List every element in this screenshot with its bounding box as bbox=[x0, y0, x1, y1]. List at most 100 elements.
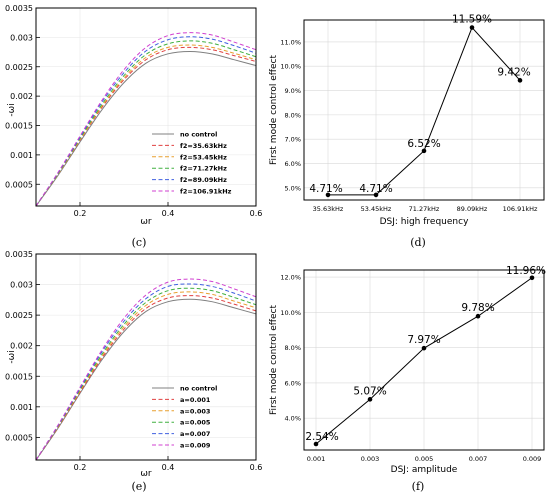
chart-d-ytick-label: 5.0% bbox=[284, 184, 301, 192]
panel-label-f: (f) bbox=[412, 480, 425, 493]
chart-f-xtick-label: 0.001 bbox=[307, 455, 326, 463]
chart-d-data-point bbox=[469, 25, 475, 30]
chart-e-legend-label-3: a=0.005 bbox=[180, 419, 211, 427]
chart-e-series-line-0 bbox=[35, 298, 257, 461]
chart-e-x-axis-title: ωr bbox=[140, 469, 152, 479]
chart-c-xtick-label: 0.6 bbox=[250, 209, 263, 218]
panel-label-c: (c) bbox=[132, 236, 147, 249]
chart-d-xtick-label: 35.63kHz bbox=[313, 205, 344, 213]
chart-e-legend-label-0: no control bbox=[180, 385, 217, 393]
chart-d-xtick-label: 53.45kHz bbox=[361, 205, 392, 213]
chart-f-ytick-label: 10.0% bbox=[280, 309, 301, 317]
chart-f-data-point bbox=[421, 345, 427, 351]
chart-d-ytick-label: 9.0% bbox=[284, 87, 301, 95]
chart-e-series-line-3 bbox=[35, 287, 257, 461]
chart-c-legend-label-5: f2=106.91kHz bbox=[180, 188, 232, 196]
chart-e-legend: no control a=0.001 a=0.003 a=0.005 a=0.007 a=… bbox=[152, 385, 217, 450]
chart-d-data-label: 9.42% bbox=[497, 66, 530, 78]
chart-d-data-label: 4.71% bbox=[359, 183, 392, 195]
chart-d-plot-frame bbox=[303, 19, 545, 201]
chart-d-ytick-label: 11.0% bbox=[280, 38, 301, 46]
chart-e-ytick-label: 0.001 bbox=[10, 403, 33, 412]
chart-c-x-axis-title: ωr bbox=[140, 217, 152, 227]
chart-f-data-label: 5.07% bbox=[353, 385, 386, 397]
chart-d-x-axis-title: DSJ: high frequency bbox=[380, 217, 469, 227]
chart-c-xtick-label: 0.4 bbox=[162, 209, 175, 218]
chart-e-ytick-label: 0.0005 bbox=[5, 433, 33, 442]
chart-d-ytick-label: 7.0% bbox=[284, 136, 301, 144]
panel-label-d: (d) bbox=[410, 236, 426, 249]
chart-c-ytick-label: 0.0025 bbox=[5, 63, 33, 72]
chart-c-y-axis-title: -ωi bbox=[7, 103, 17, 116]
chart-e-legend-label-2: a=0.003 bbox=[180, 407, 210, 415]
chart-c-ytick-label: 0.002 bbox=[10, 92, 33, 101]
chart-e-xtick-label: 0.4 bbox=[162, 463, 175, 472]
chart-e-plot-frame bbox=[35, 253, 257, 461]
chart-f-y-axis-title: First mode control effect bbox=[269, 305, 279, 415]
chart-d-ytick-label: 6.0% bbox=[284, 160, 301, 168]
chart-f-data-label: 7.97% bbox=[407, 334, 440, 346]
chart-c-series-line-2 bbox=[35, 44, 257, 207]
chart-c-ytick-label: 0.0015 bbox=[5, 122, 33, 131]
chart-f-plot-frame bbox=[303, 269, 545, 451]
chart-f-ytick-label: 4.0% bbox=[284, 415, 301, 423]
chart-e-y-axis-title: -ωi bbox=[7, 350, 17, 363]
chart-d-data-point bbox=[373, 192, 379, 198]
chart-f: 2.54% 5.07% 7.97% 9.78% 11.96% 4.0% 6.0% 8.0% 1… bbox=[269, 265, 546, 475]
chart-c-series-line-4 bbox=[35, 36, 257, 207]
chart-f-xtick-label: 0.009 bbox=[523, 455, 542, 463]
panel-label-e: (e) bbox=[131, 480, 146, 493]
chart-f-xtick-label: 0.007 bbox=[469, 455, 488, 463]
chart-e-xtick-label: 0.2 bbox=[74, 463, 87, 472]
chart-d-ytick-label: 8.0% bbox=[284, 111, 301, 119]
chart-f-data-point bbox=[529, 275, 535, 281]
chart-c-legend: no control f2=35.63kHz f2=53.45kHz f2=71.27… bbox=[152, 131, 232, 196]
chart-e-series-line-1 bbox=[35, 295, 257, 461]
chart-d-xtick-label: 89.09kHz bbox=[457, 205, 488, 213]
chart-d-xtick-label: 71.27kHz bbox=[409, 205, 440, 213]
chart-d-data-point bbox=[325, 192, 331, 198]
chart-e-legend-label-5: a=0.009 bbox=[180, 442, 211, 450]
chart-d-data-point bbox=[517, 78, 523, 83]
chart-d-y-axis-title: First mode control effect bbox=[269, 55, 279, 165]
chart-c: 0.00050.0010.00150.0020.00250.0030.0035 … bbox=[5, 4, 262, 227]
chart-f-ytick-label: 12.0% bbox=[280, 274, 301, 282]
chart-e: 0.00050.0010.00150.0020.00250.0030.0035 … bbox=[5, 250, 262, 479]
chart-c-ytick-label: 0.0005 bbox=[5, 180, 33, 189]
chart-f-data-label: 11.96% bbox=[506, 265, 546, 277]
chart-c-ytick-label: 0.003 bbox=[10, 33, 33, 42]
chart-c-legend-label-1: f2=35.63kHz bbox=[180, 142, 227, 150]
chart-e-series-line-4 bbox=[35, 283, 257, 461]
chart-e-series-line-2 bbox=[35, 291, 257, 461]
chart-c-legend-label-2: f2=53.45kHz bbox=[180, 153, 227, 161]
chart-d-data-point bbox=[421, 148, 427, 154]
chart-d: 4.71% 4.71% 6.52% 11.59% 9.42% 5.0% 6.0% 7.0% 8… bbox=[269, 14, 545, 227]
chart-f-xtick-label: 0.003 bbox=[361, 455, 380, 463]
chart-d-ytick-label: 10.0% bbox=[280, 63, 301, 71]
chart-c-ytick-label: 0.0035 bbox=[5, 4, 33, 13]
chart-d-xtick-label: 106.91kHz bbox=[503, 205, 538, 213]
chart-f-ytick-label: 6.0% bbox=[284, 379, 301, 387]
chart-c-xtick-label: 0.2 bbox=[74, 209, 87, 218]
chart-e-ytick-label: 0.002 bbox=[10, 342, 33, 351]
chart-f-data-label: 9.78% bbox=[461, 302, 494, 314]
chart-d-data-label: 6.52% bbox=[407, 138, 440, 150]
chart-f-x-axis-title: DSJ: amplitude bbox=[391, 465, 458, 475]
chart-f-data-point bbox=[367, 397, 373, 402]
chart-e-ytick-label: 0.0035 bbox=[5, 250, 33, 259]
chart-c-legend-label-0: no control bbox=[180, 131, 217, 139]
chart-f-data-label: 2.54% bbox=[305, 431, 338, 443]
chart-c-series-line-0 bbox=[35, 50, 257, 207]
chart-e-series-line-5 bbox=[35, 278, 257, 461]
chart-f-data-point bbox=[475, 313, 481, 319]
chart-e-legend-label-4: a=0.007 bbox=[180, 430, 210, 438]
chart-e-legend-label-1: a=0.001 bbox=[180, 396, 211, 404]
chart-d-data-label: 4.71% bbox=[309, 183, 342, 195]
chart-c-legend-label-3: f2=71.27kHz bbox=[180, 165, 227, 173]
chart-e-ytick-label: 0.0025 bbox=[5, 311, 33, 320]
chart-c-plot-frame bbox=[35, 7, 257, 207]
chart-e-xtick-label: 0.6 bbox=[250, 463, 263, 472]
chart-d-data-label: 11.59% bbox=[452, 14, 492, 26]
